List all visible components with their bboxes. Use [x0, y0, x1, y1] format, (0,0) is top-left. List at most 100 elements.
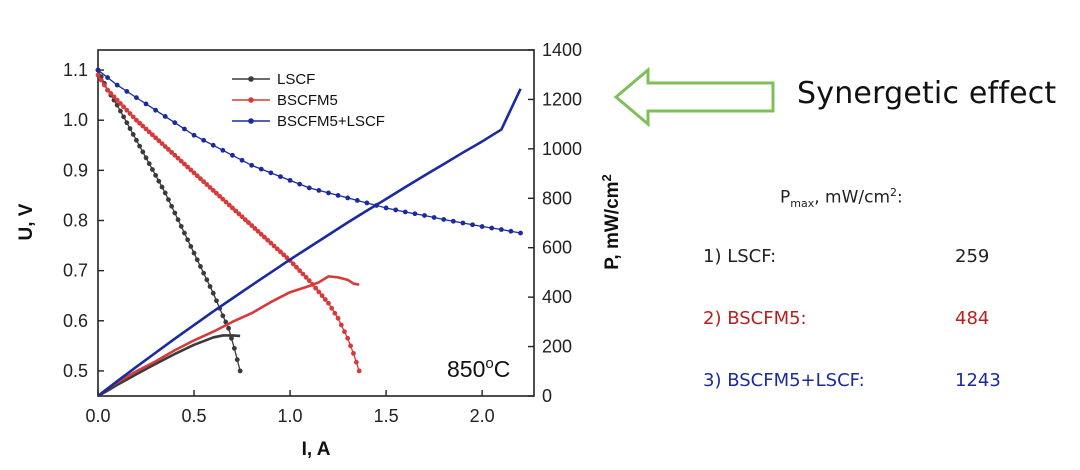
voltage-point-bscfm5 [319, 293, 325, 299]
voltage-point-bscfm5-lscf [441, 217, 447, 222]
voltage-point-lscf [210, 290, 216, 296]
voltage-point-lscf [185, 237, 191, 243]
voltage-point-lscf [156, 178, 162, 184]
voltage-point-bscfm5-lscf [354, 198, 360, 203]
voltage-point-bscfm5 [198, 176, 203, 182]
voltage-point-lscf [130, 132, 136, 137]
voltage-point-bscfm5-lscf [239, 157, 245, 163]
voltage-point-bscfm5-lscf [460, 220, 466, 226]
voltage-point-bscfm5 [207, 185, 213, 190]
power-curve-lscf [97, 334, 241, 398]
pmax-row-value: 259 [955, 246, 990, 267]
voltage-point-bscfm5 [175, 155, 181, 161]
voltage-point-bscfm5 [236, 211, 242, 217]
voltage-point-bscfm5 [265, 237, 271, 243]
voltage-line-lscf [97, 69, 241, 372]
y-left-tick-label: 0.7 [63, 261, 88, 281]
voltage-point-bscfm5 [191, 170, 197, 176]
voltage-point-bscfm5 [226, 202, 232, 208]
voltage-point-lscf [201, 270, 207, 276]
y-right-tick-label: 200 [542, 337, 572, 357]
voltage-point-bscfm5-lscf [268, 170, 274, 176]
voltage-point-bscfm5-lscf [316, 188, 322, 193]
temperature-annotation: 850oC [447, 355, 510, 382]
voltage-point-lscf [234, 357, 240, 363]
left-arrow-icon [613, 66, 775, 128]
voltage-point-bscfm5 [127, 111, 133, 116]
voltage-point-lscf [178, 223, 184, 229]
y-right-tick-label: 0 [542, 386, 552, 406]
voltage-point-bscfm5-lscf [153, 107, 159, 113]
pmax-row-label: 3) BSCFM5+LSCF: [703, 370, 865, 391]
voltage-point-bscfm5-lscf [182, 126, 187, 132]
voltage-point-bscfm5-lscf [95, 67, 101, 73]
voltage-point-bscfm5 [351, 350, 356, 356]
voltage-point-lscf [162, 190, 168, 196]
voltage-point-bscfm5-lscf [201, 137, 207, 143]
voltage-point-bscfm5-lscf [220, 147, 226, 153]
y-right-axis-ticks: 0 200 400 600 800 1000 1200 1400 [528, 40, 582, 406]
voltage-point-lscf [118, 108, 123, 114]
voltage-point-lscf [182, 230, 187, 236]
voltage-point-bscfm5 [306, 278, 312, 284]
y-right-tick-label: 400 [542, 287, 572, 307]
voltage-point-bscfm5 [182, 161, 187, 167]
voltage-point-bscfm5 [118, 101, 123, 106]
voltage-point-lscf [121, 114, 127, 120]
voltage-point-lscf [204, 277, 210, 283]
voltage-point-bscfm5 [249, 223, 255, 228]
y-right-tick-label: 600 [542, 238, 572, 258]
voltage-point-lscf [127, 126, 133, 131]
voltage-point-lscf [237, 368, 243, 374]
legend: LSCF BSCFM5 BSCFM5+LSCF [232, 71, 385, 130]
voltage-point-bscfm5-lscf [230, 152, 235, 158]
voltage-point-lscf [150, 167, 155, 172]
voltage-point-bscfm5 [98, 77, 104, 83]
voltage-point-bscfm5-lscf [508, 228, 514, 234]
voltage-point-lscf [207, 284, 213, 289]
legend-marker [248, 97, 254, 103]
voltage-point-bscfm5 [356, 368, 362, 374]
voltage-point-bscfm5 [262, 234, 267, 240]
voltage-point-bscfm5-lscf [489, 225, 495, 231]
legend-label: LSCF [277, 71, 315, 88]
voltage-point-bscfm5 [322, 297, 328, 302]
voltage-point-bscfm5 [217, 193, 223, 199]
voltage-point-bscfm5 [105, 87, 111, 93]
voltage-point-lscf [166, 197, 171, 202]
pmax-row-bscfm5: 2) BSCFM5: 484 [703, 308, 1023, 334]
voltage-point-bscfm5 [326, 300, 331, 306]
voltage-point-bscfm5-lscf [124, 88, 130, 94]
voltage-point-bscfm5 [220, 196, 226, 202]
voltage-point-bscfm5-lscf [450, 218, 456, 224]
voltage-point-lscf [231, 345, 237, 351]
voltage-point-bscfm5 [329, 305, 335, 311]
voltage-point-bscfm5 [146, 129, 152, 135]
voltage-point-bscfm5-lscf [278, 174, 283, 180]
voltage-point-bscfm5 [313, 285, 319, 291]
x-axis-label: I, A [302, 439, 331, 460]
voltage-point-bscfm5-lscf [172, 120, 178, 126]
voltage-point-bscfm5 [223, 199, 229, 205]
y-left-tick-label: 1.0 [63, 110, 88, 130]
pmax-row-bscfm5-lscf: 3) BSCFM5+LSCF: 1243 [703, 370, 1023, 396]
voltage-point-bscfm5-lscf [364, 200, 370, 206]
voltage-point-bscfm5 [297, 268, 303, 274]
voltage-point-bscfm5 [214, 190, 219, 196]
voltage-point-bscfm5-lscf [287, 177, 293, 183]
voltage-point-bscfm5 [274, 246, 280, 252]
voltage-point-bscfm5 [210, 188, 216, 193]
voltage-point-bscfm5 [121, 104, 127, 110]
voltage-point-lscf [159, 184, 165, 190]
voltage-point-lscf [223, 319, 229, 325]
voltage-point-lscf [188, 244, 194, 249]
voltage-point-bscfm5-lscf [162, 114, 168, 119]
legend-marker [248, 76, 254, 82]
voltage-point-bscfm5 [335, 315, 341, 321]
voltage-point-lscf [220, 313, 226, 319]
x-tick-label: 2.0 [470, 406, 495, 426]
voltage-point-bscfm5 [332, 310, 338, 316]
voltage-point-lscf [153, 172, 159, 178]
y-right-tick-label: 1400 [542, 40, 582, 60]
pmax-row-lscf: 1) LSCF: 259 [703, 246, 1023, 272]
